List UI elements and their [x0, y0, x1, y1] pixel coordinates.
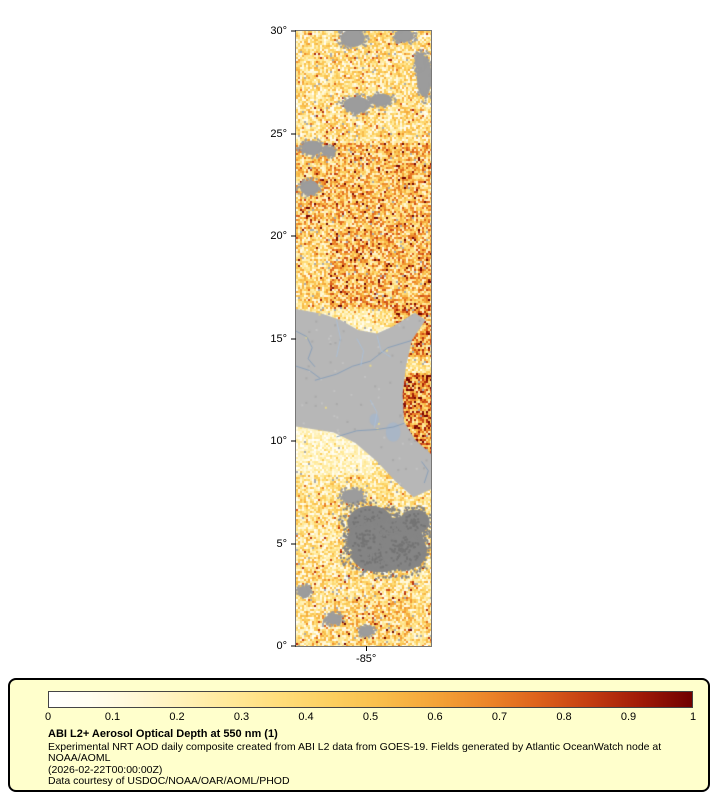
- legend-box: 0 0.1 0.2 0.3 0.4 0.5 0.6 0.7 0.8 0.9 1 ABI L2+ Ae…: [8, 678, 710, 792]
- colorbar-tick-label: 0.8: [556, 711, 572, 723]
- legend-title: ABI L2+ Aerosol Optical Depth at 550 nm …: [48, 728, 278, 740]
- lat-tick-mark: [291, 543, 296, 544]
- aod-map-canvas: [296, 31, 431, 646]
- colorbar-tick-label: 0.6: [427, 711, 443, 723]
- colorbar-tick-label: 0.9: [620, 711, 637, 723]
- lat-tick-label: 20°: [270, 230, 287, 242]
- colorbar-tick-label: 0.2: [169, 711, 185, 723]
- lat-tick-label: 0°: [276, 640, 287, 652]
- lat-tick-label: 30°: [270, 25, 287, 37]
- colorbar-tick-label: 0: [44, 711, 52, 723]
- colorbar-tick-label: 0.3: [233, 711, 250, 723]
- colorbar-tick-label: 0.5: [362, 711, 379, 723]
- aod-colorbar: [48, 691, 693, 708]
- lat-axis: 30° 25° 20° 15° 10° 5° 0°: [250, 25, 296, 652]
- aod-map-figure: 30° 25° 20° 15° 10° 5° 0° -85°: [270, 25, 432, 665]
- lat-tick-mark: [291, 30, 296, 32]
- colorbar-ticks: 0 0.1 0.2 0.3 0.4 0.5 0.6 0.7 0.8 0.9 1: [44, 711, 697, 724]
- legend-timestamp: (2026-02-22T00:00:00Z): [48, 763, 163, 776]
- colorbar-tick-label: 1: [689, 711, 697, 723]
- lat-tick-label: 25°: [270, 127, 287, 140]
- colorbar-tick-label: 0.4: [298, 711, 314, 723]
- lat-tick-label: 10°: [270, 435, 287, 447]
- lon-tick-label: -85°: [356, 653, 377, 665]
- legend-courtesy: Data courtesy of USDOC/NOAA/OAR/AOML/PHO…: [48, 775, 290, 787]
- lat-tick-mark: [291, 645, 296, 647]
- lat-tick-mark: [291, 440, 296, 442]
- legend-text: ABI L2+ Aerosol Optical Depth at 550 nm …: [48, 728, 696, 788]
- colorbar-tick-label: 0.7: [491, 711, 508, 723]
- lat-tick-mark: [291, 235, 296, 237]
- lat-tick-label: 5°: [276, 537, 287, 550]
- lon-tick-mark: [366, 646, 368, 651]
- colorbar-tick-label: 0.1: [104, 711, 121, 723]
- lat-tick-label: 15°: [270, 332, 287, 345]
- lat-tick-mark: [291, 133, 296, 134]
- legend-description: Experimental NRT AOD daily composite cre…: [48, 740, 662, 764]
- lat-tick-mark: [291, 338, 296, 339]
